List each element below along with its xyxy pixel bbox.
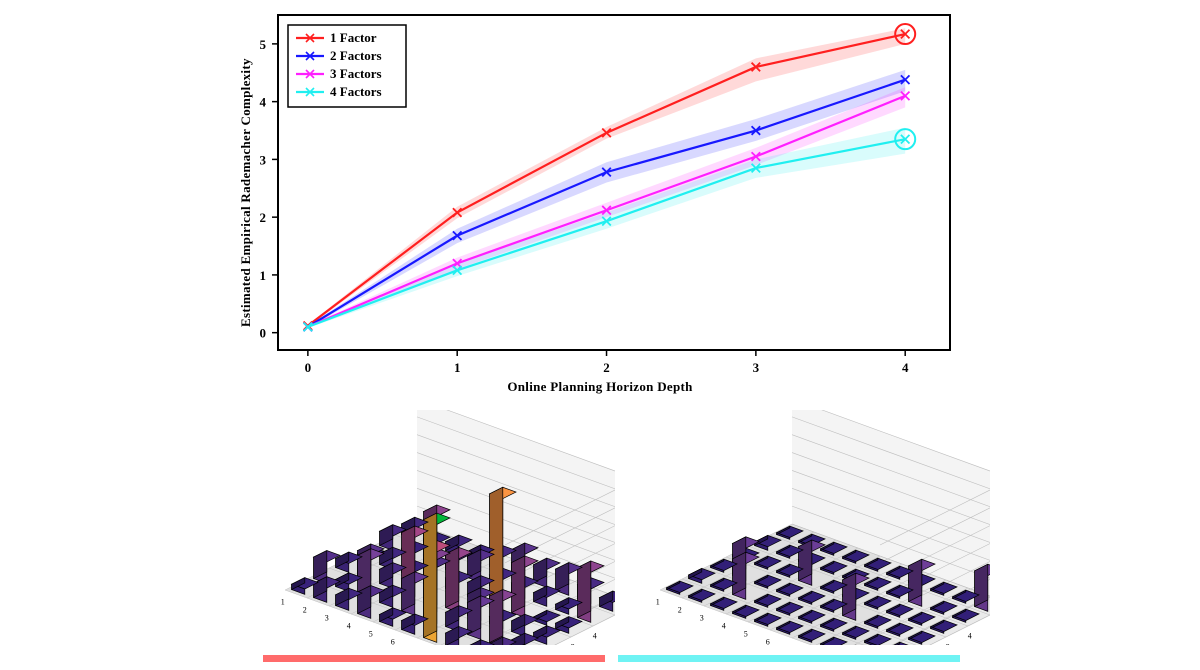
top-chart: 0 1 2 3 4 0 1 2 3 4 5 1 Factor 2 Factors 3 Factors 4 F… xyxy=(230,0,970,395)
svg-text:6: 6 xyxy=(391,638,395,645)
page: Estimated Empirical Rademacher Complexit… xyxy=(0,0,1200,670)
svg-text:3: 3 xyxy=(571,643,575,645)
svg-text:4: 4 xyxy=(593,632,597,641)
svg-text:3 Factors: 3 Factors xyxy=(330,66,382,81)
svg-text:Domain Samples: Domain Samples xyxy=(699,643,764,645)
svg-text:2: 2 xyxy=(678,606,682,615)
svg-text:2: 2 xyxy=(303,606,307,615)
svg-text:1 Factor: 1 Factor xyxy=(330,30,377,45)
svg-text:3: 3 xyxy=(946,643,950,645)
highlight-bar-left xyxy=(263,655,605,662)
svg-text:Domain Samples: Domain Samples xyxy=(324,643,389,645)
svg-text:1: 1 xyxy=(656,598,660,607)
svg-text:4: 4 xyxy=(968,632,972,641)
svg-text:4: 4 xyxy=(347,622,351,631)
svg-text:1: 1 xyxy=(454,360,461,375)
svg-text:6: 6 xyxy=(766,638,770,645)
svg-text:5: 5 xyxy=(260,37,267,52)
top-chart-xlabel: Online Planning Horizon Depth xyxy=(230,379,970,395)
bar3d-right: 12345678910123456010203040506070Domain S… xyxy=(620,410,990,645)
svg-text:4: 4 xyxy=(260,95,267,110)
svg-text:1: 1 xyxy=(260,268,267,283)
svg-text:4 Factors: 4 Factors xyxy=(330,84,382,99)
svg-text:0: 0 xyxy=(260,326,267,341)
svg-text:0: 0 xyxy=(305,360,312,375)
svg-text:2: 2 xyxy=(603,360,610,375)
svg-text:3: 3 xyxy=(325,614,329,623)
bar3d-left: 12345678910123456010203040506070Domain S… xyxy=(245,410,615,645)
svg-text:3: 3 xyxy=(753,360,760,375)
svg-text:3: 3 xyxy=(700,614,704,623)
svg-text:2: 2 xyxy=(260,210,267,225)
svg-text:2 Factors: 2 Factors xyxy=(330,48,382,63)
svg-text:3: 3 xyxy=(260,152,267,167)
svg-text:4: 4 xyxy=(902,360,909,375)
svg-text:5: 5 xyxy=(744,630,748,639)
svg-text:4: 4 xyxy=(722,622,726,631)
svg-text:1: 1 xyxy=(281,598,285,607)
svg-text:5: 5 xyxy=(369,630,373,639)
highlight-bar-right xyxy=(618,655,960,662)
